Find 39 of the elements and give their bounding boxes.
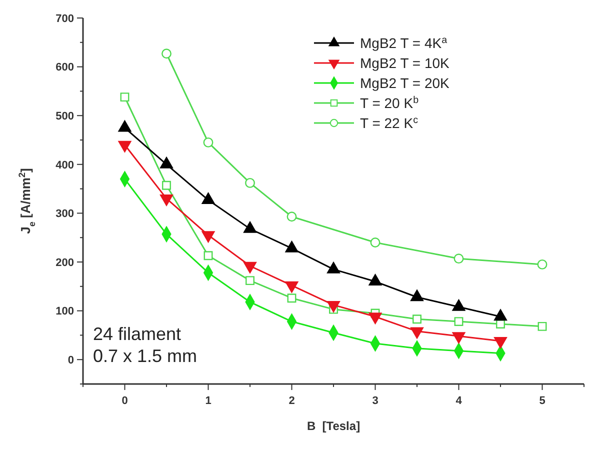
point — [202, 192, 215, 204]
legend-label: T = 20 K$^{b}$ — [360, 94, 420, 111]
y-tick-label: 700 — [56, 12, 74, 25]
legend-label: MgB2 T = 20K — [360, 74, 450, 91]
x-tick-label: 3 — [372, 395, 378, 407]
x-tick-label: 4 — [456, 395, 463, 407]
x-tick-label: 5 — [539, 395, 546, 407]
point — [496, 320, 505, 328]
legend-label: MgB2 T = 10K — [360, 54, 450, 71]
point — [203, 137, 214, 148]
annotation: 0.7 x 1.5 mm — [93, 346, 198, 366]
annotation: 24 filament — [93, 324, 182, 344]
x-tick-label: 0 — [122, 395, 128, 407]
y-tick-label: 400 — [56, 159, 74, 172]
y-tick-label: 600 — [56, 62, 74, 74]
point — [162, 48, 172, 59]
point — [246, 276, 254, 286]
point — [454, 317, 464, 326]
point — [538, 322, 547, 331]
point — [204, 251, 213, 260]
y-tick-label: 300 — [56, 208, 74, 220]
x-tick-label: 1 — [205, 395, 212, 407]
legend-label: MgB2 T = 4K$^{a}$ — [360, 34, 448, 51]
point — [120, 92, 130, 102]
y-tick-label: 500 — [56, 110, 74, 122]
point — [245, 178, 255, 188]
y-tick-label: 200 — [56, 256, 74, 269]
point — [454, 254, 464, 264]
x-tick-label: 2 — [288, 395, 295, 407]
y-tick-label: 0 — [68, 354, 74, 366]
legend-label: T = 22 K$^{c}$ — [360, 114, 418, 131]
point — [370, 238, 380, 248]
point — [412, 314, 422, 324]
point — [537, 259, 548, 270]
y-tick-label: 100 — [56, 306, 74, 318]
point — [286, 212, 297, 222]
x-axis-title: B [Tesla] — [306, 419, 360, 433]
point — [162, 180, 171, 190]
point — [287, 294, 296, 303]
